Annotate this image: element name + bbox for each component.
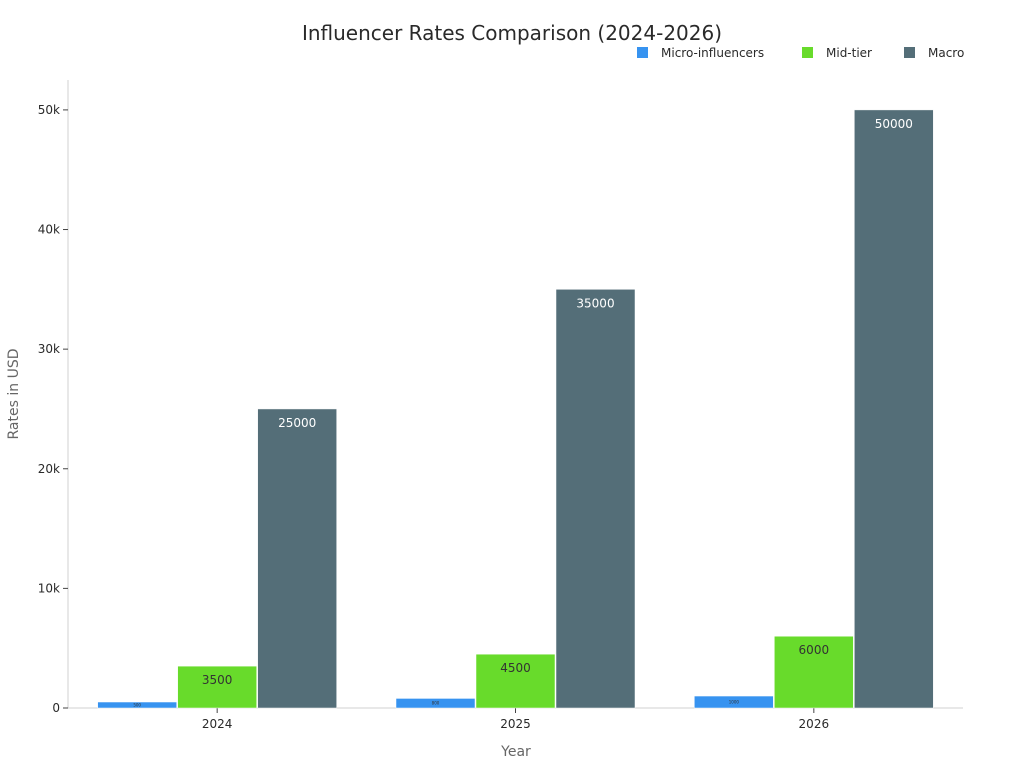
legend-label: Micro-influencers [661, 46, 764, 60]
bar [555, 289, 636, 709]
y-tick-label: 10k [38, 581, 60, 595]
bar-value-label: 50000 [875, 117, 913, 131]
x-axis-label: Year [500, 744, 531, 760]
bar [97, 701, 177, 709]
y-tick-label: 40k [38, 223, 60, 237]
bar [694, 695, 774, 709]
bar-value-label: 500 [133, 703, 141, 708]
legend: Micro-influencers Mid-tier Macro [637, 46, 964, 60]
y-tick-label: 20k [38, 462, 60, 476]
x-tick-label: 2026 [799, 717, 830, 731]
y-axis-label: Rates in USD [6, 349, 22, 440]
bar [774, 635, 854, 709]
x-axis: 2024 2025 2026 [68, 707, 963, 731]
y-tick-label: 30k [38, 342, 60, 356]
y-tick-label: 0 [52, 701, 60, 715]
bar-value-label: 3500 [202, 673, 233, 687]
bar [257, 408, 337, 709]
bars: 500 3500 25000 800 4500 35000 1000 6000 50000 [97, 109, 934, 709]
x-tick-label: 2024 [202, 717, 233, 731]
bar-value-label: 35000 [576, 296, 614, 310]
bar-value-label: 4500 [500, 661, 531, 675]
bar-value-label: 1000 [729, 700, 740, 705]
legend-label: Mid-tier [826, 46, 872, 60]
bar [395, 698, 476, 709]
chart-title: Influencer Rates Comparison (2024-2026) [302, 21, 722, 45]
legend-label: Macro [928, 46, 964, 60]
legend-swatch [802, 47, 813, 58]
y-axis: 0 10k 20k 30k 40k 50k [38, 80, 69, 715]
bar [854, 109, 934, 709]
legend-swatch [637, 47, 648, 58]
bar [177, 665, 257, 709]
bar-value-label: 25000 [278, 416, 316, 430]
bar-value-label: 800 [432, 701, 440, 706]
bar [475, 653, 556, 709]
legend-swatch [904, 47, 915, 58]
bar-value-label: 6000 [799, 643, 830, 657]
x-tick-label: 2025 [500, 717, 531, 731]
y-tick-label: 50k [38, 103, 60, 117]
